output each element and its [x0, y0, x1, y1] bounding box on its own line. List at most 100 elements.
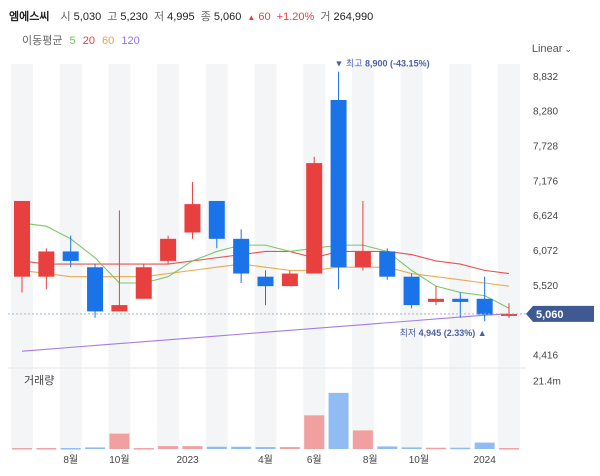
volume-bars — [12, 392, 519, 450]
candle-body — [184, 204, 201, 233]
candle-body — [62, 251, 79, 261]
moving-average-legend[interactable]: 이동평균 5 20 60 120 — [22, 32, 144, 48]
x-axis: 8월 10월 2023 4월 6월 8월 10월 2024 — [63, 454, 496, 466]
candle — [208, 200, 225, 249]
moving-average-label: 이동평균 — [22, 35, 63, 47]
price-axis: 8,832 8,280 7,728 7,176 6,624 6,072 5,520 4,416 — [533, 72, 558, 362]
volume-bar — [499, 448, 519, 450]
volume-bar — [352, 430, 373, 449]
ma-period-5: 5 — [69, 35, 76, 47]
candle — [233, 229, 250, 284]
candle — [111, 210, 128, 312]
grid-column — [205, 64, 228, 449]
candle-body — [14, 200, 30, 277]
candle-body — [427, 298, 444, 302]
close-value: 5,060 — [213, 11, 242, 23]
candle-body — [501, 313, 517, 316]
candle-body — [87, 267, 104, 312]
volume-bar — [304, 415, 325, 449]
candle — [38, 248, 55, 290]
change-up-icon: ▲ — [247, 13, 256, 22]
volume-bar — [60, 448, 81, 450]
candle — [403, 273, 420, 309]
change-percent: +1.20% — [276, 11, 315, 23]
volume-bar — [279, 447, 300, 449]
volume-bar — [12, 448, 32, 450]
candle-body — [379, 251, 396, 277]
scale-mode-dropdown[interactable]: Linear ⌄ — [532, 43, 572, 55]
candle-body — [452, 298, 469, 302]
volume-bar — [231, 446, 252, 449]
volume-bar — [474, 442, 495, 449]
ma60-line — [21, 263, 510, 287]
volume-bar — [206, 446, 227, 449]
volume-bar — [425, 447, 446, 450]
candle — [427, 286, 444, 306]
grid-column — [498, 64, 520, 449]
x-tick-label: 8월 — [363, 454, 378, 466]
grid-column — [400, 64, 423, 449]
candle — [135, 264, 152, 299]
grid-column — [254, 64, 277, 449]
candle — [87, 264, 104, 318]
grid-column — [449, 64, 472, 449]
price-tick-label: 7,728 — [533, 142, 558, 153]
change-value: 60 — [258, 11, 271, 23]
ma5-line — [21, 222, 510, 309]
high-value: 5,230 — [120, 11, 148, 23]
x-tick-label: 10월 — [109, 454, 129, 466]
volume-bar — [85, 447, 106, 449]
volume-bar — [109, 433, 130, 449]
volume-bar — [36, 448, 57, 450]
current-price-tag — [526, 305, 594, 322]
candle — [184, 182, 201, 239]
candle-body — [257, 276, 274, 287]
candle-body — [403, 276, 420, 306]
ma-period-120: 120 — [121, 35, 140, 47]
ma-period-20: 20 — [82, 35, 95, 47]
chart-header: 엠에스씨 시 5,030 고 5,230 저 4,995 종 5,060 ▲ 60 +1.… — [0, 0, 600, 56]
candle-body — [38, 251, 55, 277]
candles — [14, 71, 517, 322]
candle-body — [306, 163, 323, 274]
current-price-label: 5,060 — [536, 309, 564, 321]
candle — [306, 156, 323, 274]
price-tick-label: 8,832 — [533, 72, 558, 83]
candle — [160, 235, 177, 265]
candle-body — [354, 251, 371, 268]
volume-bar — [158, 446, 179, 449]
ma-period-60: 60 — [102, 35, 115, 47]
volume-bar — [401, 447, 422, 449]
price-tick-label: 5,520 — [533, 281, 558, 292]
candle-body — [476, 298, 493, 315]
price-tick-label: 6,072 — [533, 246, 558, 257]
candle — [257, 270, 274, 306]
candle-body — [135, 267, 152, 299]
candle — [330, 71, 347, 290]
low-value: 4,995 — [167, 11, 195, 23]
candle — [14, 200, 30, 293]
candle — [501, 303, 517, 319]
chevron-down-icon: ⌄ — [564, 44, 572, 54]
x-tick-label: 10월 — [409, 454, 429, 466]
high-label: 고 — [107, 11, 118, 23]
price-tick-label: 8,280 — [533, 107, 558, 118]
volume-bar — [133, 448, 154, 450]
candle — [62, 235, 79, 268]
grid-columns — [11, 64, 520, 449]
x-tick-label: 8월 — [63, 454, 78, 466]
candle-body — [208, 200, 225, 239]
candle — [452, 292, 469, 318]
candle — [281, 270, 298, 287]
min-price-annotation: 최저 4,945 (2.33%) ▲ — [400, 328, 487, 338]
candle-body — [160, 238, 177, 261]
volume-bar — [255, 447, 276, 449]
candle — [354, 200, 371, 271]
candle-body — [281, 273, 298, 287]
price-tick-label: 6,624 — [533, 211, 558, 222]
scale-mode-label: Linear — [531, 43, 563, 55]
open-label: 시 — [60, 11, 71, 23]
x-tick-label: 4월 — [258, 454, 273, 466]
open-value: 5,030 — [73, 11, 102, 23]
